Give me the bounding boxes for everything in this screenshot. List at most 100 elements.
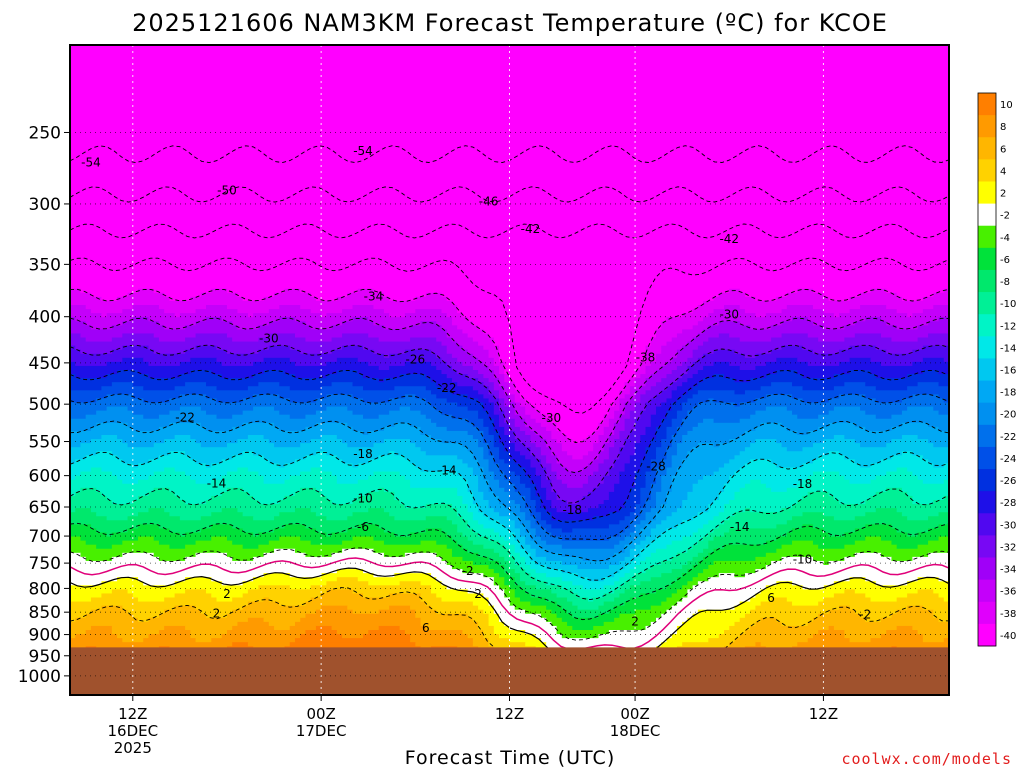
temperature-band-cell bbox=[608, 565, 626, 570]
temperature-band-cell bbox=[342, 333, 369, 339]
temperature-band-cell bbox=[619, 402, 626, 408]
temperature-band-cell bbox=[823, 597, 872, 603]
temperature-band-cell bbox=[509, 435, 516, 440]
temperature-band-cell bbox=[300, 487, 317, 493]
temperature-band-cell bbox=[436, 394, 469, 400]
temperature-band-cell bbox=[912, 495, 945, 501]
temperature-band-cell bbox=[504, 398, 511, 404]
temperature-band-cell bbox=[676, 443, 699, 448]
temperature-band-cell bbox=[692, 361, 715, 367]
temperature-band-cell bbox=[839, 394, 866, 400]
temperature-band-cell bbox=[535, 585, 563, 590]
temperature-band-cell bbox=[619, 398, 631, 404]
temperature-band-cell bbox=[807, 621, 949, 627]
temperature-band-cell bbox=[797, 500, 840, 505]
temperature-band-cell bbox=[90, 597, 139, 603]
temperature-band-cell bbox=[132, 500, 186, 505]
temperature-band-cell bbox=[619, 585, 631, 590]
temperature-band-cell bbox=[739, 365, 757, 371]
temperature-band-cell bbox=[451, 300, 704, 306]
temperature-band-cell bbox=[812, 540, 856, 546]
temperature-band-cell bbox=[666, 426, 678, 432]
temperature-band-cell bbox=[645, 516, 657, 521]
temperature-band-cell bbox=[493, 370, 500, 375]
temperature-band-cell bbox=[519, 516, 526, 521]
colorbar-tick-label: -10 bbox=[1000, 299, 1016, 310]
temperature-band-cell bbox=[169, 487, 228, 493]
temperature-band-cell bbox=[158, 556, 186, 562]
temperature-band-cell bbox=[190, 634, 223, 639]
temperature-band-cell bbox=[514, 483, 526, 489]
temperature-band-cell bbox=[546, 508, 558, 513]
temperature-band-cell bbox=[363, 569, 464, 574]
temperature-band-cell bbox=[457, 471, 474, 477]
temperature-band-cell bbox=[368, 459, 411, 465]
credit-link[interactable]: coolwx.com/models bbox=[841, 750, 1012, 768]
temperature-band-cell bbox=[101, 593, 134, 599]
temperature-band-cell bbox=[619, 520, 631, 525]
temperature-band-cell bbox=[624, 544, 636, 550]
temperature-band-cell bbox=[530, 495, 542, 501]
temperature-band-cell bbox=[472, 365, 490, 371]
temperature-band-cell bbox=[525, 430, 537, 436]
temperature-band-cell bbox=[70, 613, 87, 619]
temperature-band-cell bbox=[561, 536, 610, 542]
temperature-band-cell bbox=[268, 321, 307, 326]
temperature-band-cell bbox=[640, 414, 652, 420]
temperature-band-cell bbox=[802, 374, 835, 379]
temperature-band-cell bbox=[394, 573, 432, 578]
temperature-band-cell bbox=[624, 463, 641, 469]
temperature-band-cell bbox=[478, 605, 495, 611]
temperature-band-cell bbox=[928, 528, 949, 534]
temperature-band-cell bbox=[75, 475, 118, 481]
temperature-band-cell bbox=[661, 321, 699, 326]
temperature-band-cell bbox=[70, 589, 113, 595]
temperature-band-cell bbox=[425, 374, 448, 379]
temperature-band-cell bbox=[247, 642, 291, 647]
temperature-band-cell bbox=[499, 560, 511, 566]
temperature-band-cell bbox=[378, 337, 411, 343]
temperature-band-cell bbox=[551, 524, 610, 530]
temperature-band-cell bbox=[138, 597, 165, 603]
temperature-band-cell bbox=[645, 447, 657, 452]
temperature-band-cell bbox=[200, 406, 254, 412]
temperature-band-cell bbox=[85, 556, 113, 562]
temperature-band-cell bbox=[572, 581, 615, 586]
temperature-band-cell bbox=[514, 548, 526, 554]
temperature-band-cell bbox=[535, 467, 547, 473]
temperature-band-cell bbox=[305, 613, 416, 619]
temperature-band-cell bbox=[629, 577, 652, 582]
temperature-band-cell bbox=[656, 410, 668, 416]
temperature-band-cell bbox=[519, 451, 532, 456]
temperature-band-cell bbox=[70, 471, 82, 477]
temperature-band-cell bbox=[792, 516, 835, 521]
temperature-band-cell bbox=[546, 548, 626, 554]
temperature-band-cell bbox=[493, 491, 511, 497]
temperature-band-cell bbox=[776, 536, 866, 542]
temperature-band-cell bbox=[357, 370, 443, 375]
temperature-band-cell bbox=[75, 361, 108, 367]
temperature-band-cell bbox=[80, 536, 139, 542]
temperature-band-cell bbox=[499, 349, 647, 355]
temperature-band-cell bbox=[744, 390, 949, 395]
temperature-band-cell bbox=[682, 435, 741, 440]
temperature-band-cell bbox=[781, 309, 825, 314]
temperature-band-cell bbox=[472, 422, 484, 428]
temperature-band-cell bbox=[514, 520, 521, 525]
temperature-band-cell bbox=[938, 370, 949, 375]
temperature-band-cell bbox=[70, 231, 949, 237]
temperature-band-cell bbox=[640, 459, 652, 465]
temperature-band-cell bbox=[232, 609, 317, 615]
temperature-band-cell bbox=[274, 292, 312, 298]
temperature-band-cell bbox=[650, 439, 662, 444]
temperature-band-cell bbox=[499, 617, 547, 623]
temperature-band-cell bbox=[608, 491, 631, 497]
temperature-band-cell bbox=[656, 353, 678, 359]
temperature-band-cell bbox=[263, 479, 286, 485]
temperature-band-cell bbox=[70, 378, 380, 383]
temperature-band-cell bbox=[880, 617, 940, 623]
temperature-band-cell bbox=[656, 500, 668, 505]
temperature-band-cell bbox=[729, 625, 751, 631]
temperature-band-cell bbox=[608, 467, 626, 473]
temperature-band-cell bbox=[431, 402, 458, 408]
